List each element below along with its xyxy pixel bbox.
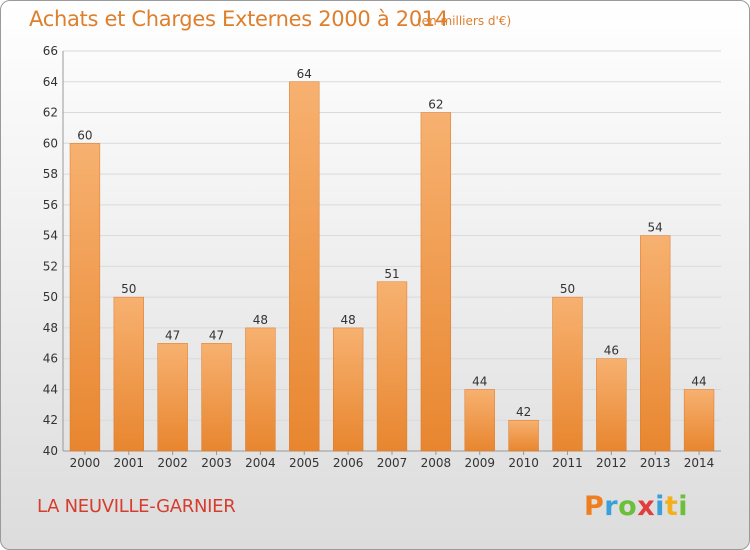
bar-2006	[332, 327, 364, 452]
y-tick-label: 54	[43, 229, 58, 243]
chart-subtitle: (en milliers d'€)	[417, 14, 512, 28]
y-tick-label: 60	[43, 136, 58, 150]
commune-name: LA NEUVILLE-GARNIER	[37, 496, 236, 517]
data-label-2007: 51	[384, 267, 399, 281]
x-tick-label: 2014	[684, 456, 715, 470]
logo-letter: P	[584, 491, 605, 522]
bar-2014	[683, 389, 715, 452]
bar-2012	[596, 358, 627, 452]
bar-2013	[640, 235, 671, 452]
y-tick-label: 40	[43, 444, 58, 458]
data-label-2014: 44	[691, 374, 706, 388]
y-tick-label: 64	[43, 75, 58, 89]
data-label-2008: 62	[428, 98, 443, 112]
x-tick-label: 2006	[333, 456, 364, 470]
x-tick-label: 2003	[201, 456, 232, 470]
data-label-2003: 47	[209, 328, 224, 342]
data-label-2002: 47	[165, 328, 180, 342]
logo-letter: i	[655, 491, 665, 522]
bars	[69, 81, 715, 452]
chart-title: Achats et Charges Externes 2000 à 2014	[29, 7, 449, 31]
y-tick-label: 66	[43, 44, 58, 58]
x-tick-label: 2011	[552, 456, 583, 470]
y-tick-label: 56	[43, 198, 58, 212]
y-tick-labels: 40 42 44 46 48 50 52 54 56 58 60 62 64 66	[43, 44, 58, 458]
data-label-2000: 60	[77, 128, 92, 142]
x-tick-label: 2012	[596, 456, 627, 470]
bar-2007	[376, 281, 408, 452]
y-tick-label: 44	[43, 382, 58, 396]
y-tick-label: 52	[43, 259, 58, 273]
data-label-2013: 54	[648, 221, 663, 235]
x-tick-label: 2000	[70, 456, 101, 470]
x-tick-label: 2007	[377, 456, 408, 470]
bar-2011	[552, 296, 583, 452]
y-tick-label: 58	[43, 167, 58, 181]
logo-letter: r	[604, 491, 619, 522]
data-label-2009: 44	[472, 374, 487, 388]
bar-2001	[113, 296, 144, 452]
x-tick-labels: 2000 2001 2002 2003 2004 2005 2006 2007 2008 2009…	[70, 456, 715, 470]
y-tick-label: 62	[43, 106, 58, 120]
data-label-2004: 48	[253, 313, 268, 327]
bar-2008	[420, 112, 452, 452]
x-tick-label: 2002	[157, 456, 188, 470]
logo-letter: o	[618, 491, 638, 522]
logo-letter: x	[637, 491, 656, 522]
bar-2000	[69, 143, 101, 452]
x-tick-label: 2013	[640, 456, 671, 470]
data-labels: 60 50 47 47 48 64 48 51 62 44 42 50 46 54 44	[77, 67, 706, 419]
y-tick-label: 46	[43, 352, 58, 366]
x-tick-label: 2001	[114, 456, 145, 470]
x-tick-label: 2009	[464, 456, 495, 470]
y-tick-label: 50	[43, 290, 58, 304]
y-tick-label: 48	[43, 321, 58, 335]
bar-2010	[508, 419, 539, 452]
bar-2004	[245, 327, 276, 452]
data-label-2012: 46	[604, 344, 619, 358]
data-label-2001: 50	[121, 282, 136, 296]
data-label-2006: 48	[340, 313, 355, 327]
bar-2003	[201, 343, 232, 452]
data-label-2005: 64	[297, 67, 312, 81]
x-tick-label: 2004	[245, 456, 276, 470]
bar-2009	[464, 389, 495, 452]
y-tick-label: 42	[43, 413, 58, 427]
data-label-2010: 42	[516, 405, 531, 419]
proxiti-logo[interactable]: Proxiti	[584, 491, 688, 522]
bar-2002	[157, 343, 188, 452]
logo-letter: i	[678, 491, 689, 522]
logo-letter: t	[664, 491, 679, 522]
x-tick-label: 2010	[508, 456, 539, 470]
data-label-2011: 50	[560, 282, 575, 296]
x-tick-label: 2008	[421, 456, 452, 470]
bar-2005	[289, 81, 320, 452]
x-tick-label: 2005	[289, 456, 320, 470]
